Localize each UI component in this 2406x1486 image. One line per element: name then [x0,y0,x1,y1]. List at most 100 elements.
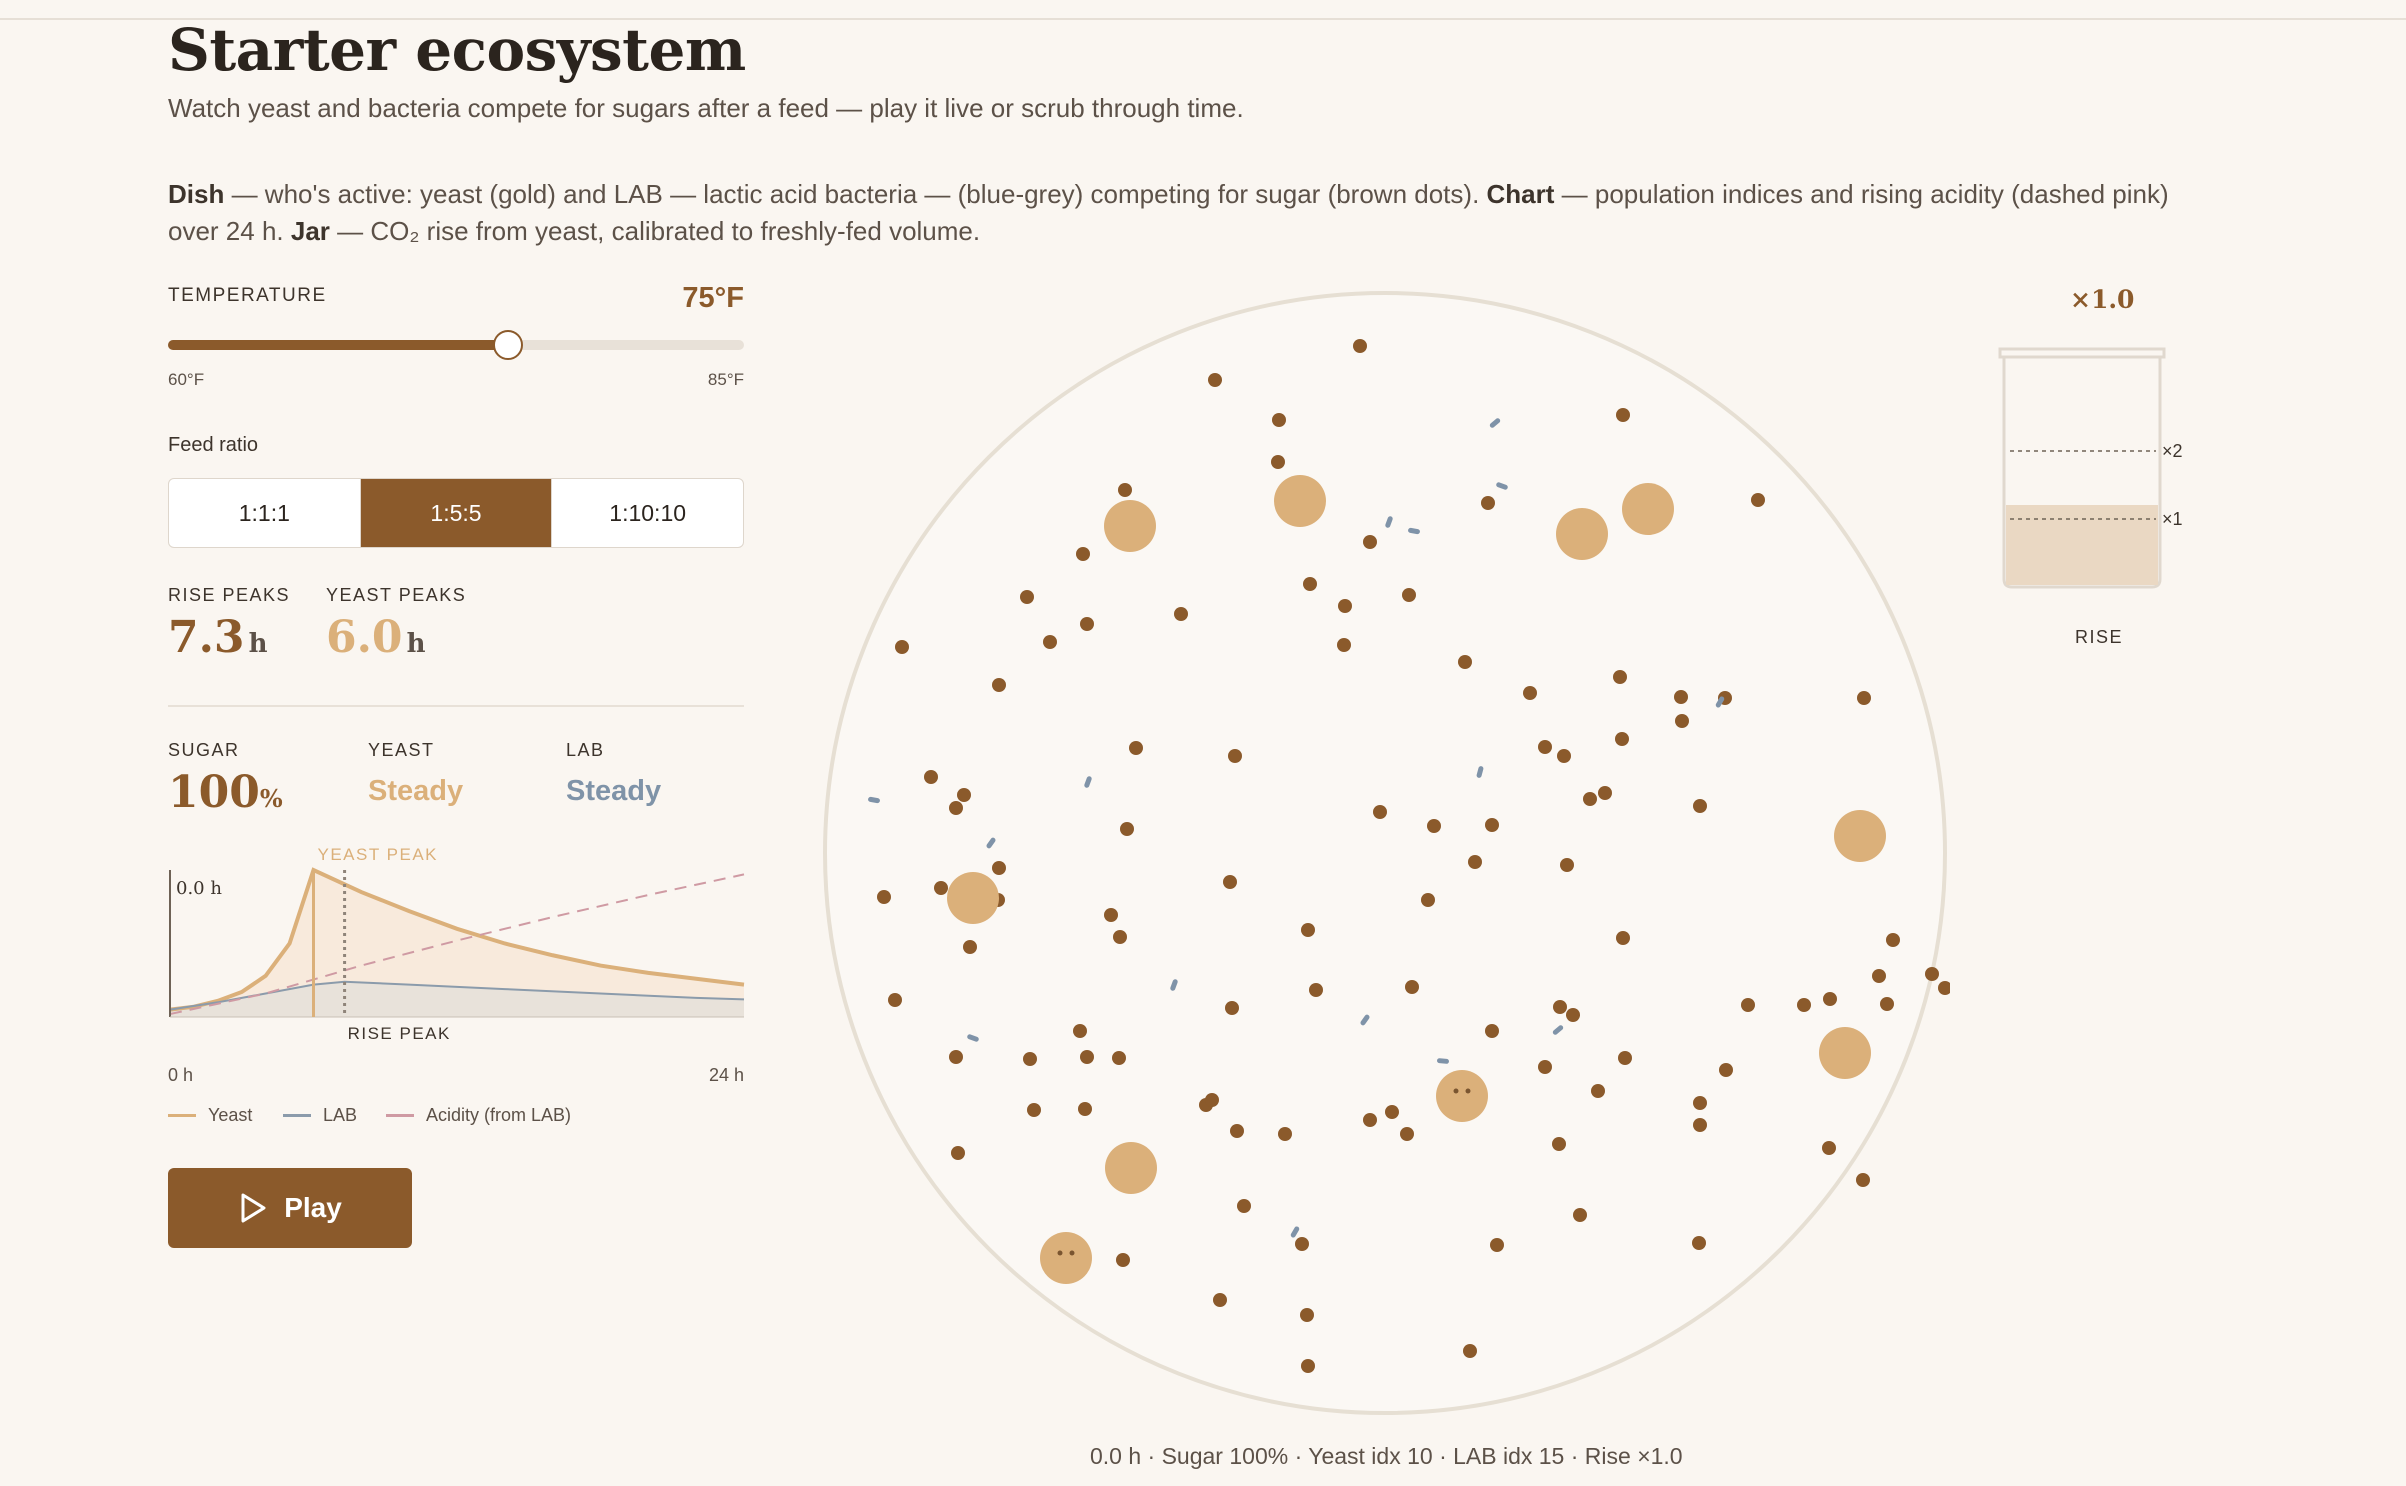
sugar-particle [1271,455,1285,469]
temperature-max-label: 85°F [707,370,744,389]
lab-cell [1170,979,1178,991]
sugar-particle [1613,670,1627,684]
sugar-particle [1880,997,1894,1011]
sugar-particle [1427,819,1441,833]
sugar-particle [1797,998,1811,1012]
sugar-unit: % [259,784,283,813]
dish-term: Dish [168,179,225,209]
lab-label: LAB [566,740,605,760]
sugar-particle [1573,1208,1587,1222]
sugar-particle [1481,496,1495,510]
dish-description: — who's active: yeast (gold) and LAB — l… [224,179,1487,209]
sugar-particle [1925,967,1939,981]
lab-status: Steady [566,775,662,807]
sugar-particle [1363,535,1377,549]
jar-mark-x2: ×2 [2162,441,2183,461]
petri-dish [823,291,1950,1415]
sugar-particle [1363,1113,1377,1127]
sugar-particle [1118,483,1132,497]
sugar-particle [1020,590,1034,604]
sugar-particle [1490,1238,1504,1252]
yeast-peak-value-row: 6.0 h [326,612,466,663]
page-title: Starter ecosystem [168,16,746,84]
lab-cell [1489,418,1501,428]
sugar-particle [1751,493,1765,507]
sugar-stat: SUGAR 100% [168,740,283,818]
yeast-cell-eye [1069,1250,1075,1256]
sugar-particle [1078,1102,1092,1116]
yeast-status: Steady [368,775,464,807]
rise-jar: ×1.0 ×2 ×1 RISE [1990,285,2210,665]
chart-x-start-label: 0 h [168,1065,194,1085]
sugar-particle [1225,1001,1239,1015]
sugar-particle [1566,1008,1580,1022]
jar-description: — CO₂ rise from yeast, calibrated to fre… [329,216,981,246]
sugar-particle [1523,686,1537,700]
yeast-cell [1819,1027,1871,1079]
jar-mark-x1: ×1 [2162,509,2183,529]
jar-term: Jar [290,216,330,246]
yeast-cell-eye [1453,1088,1459,1094]
sugar-particle [1692,1236,1706,1250]
sugar-particle [1618,1051,1632,1065]
yeast-cell [1556,508,1608,560]
yeast-cell [1105,1142,1157,1194]
chart-term: Chart [1486,179,1555,209]
sugar-particle [1552,1137,1566,1151]
sugar-particle [1073,1024,1087,1038]
lab-cell [986,837,996,849]
lab-cell [1408,527,1420,535]
sugar-particle [1468,855,1482,869]
lab-cell [1437,1058,1449,1064]
sugar-particle [1023,1052,1037,1066]
yeast-cell-eye [1057,1250,1063,1256]
legend-lab-label: LAB [323,1105,358,1125]
status-line: 0.0 h · Sugar 100% · Yeast idx 10 · LAB … [1090,1443,1683,1469]
sugar-particle [1674,690,1688,704]
feed-ratio-option-1-10-10[interactable]: 1:10:10 [551,479,743,547]
feed-ratio-selector: 1:1:1 1:5:5 1:10:10 [168,478,744,548]
chart-x-end-label: 24 h [708,1065,744,1085]
temperature-value: 75°F [682,282,744,314]
feed-ratio-option-1-1-1[interactable]: 1:1:1 [238,499,290,526]
rise-label: RISE [2075,627,2124,647]
sugar-particle [1693,1118,1707,1132]
yeast-peak-label: YEAST PEAKS [326,585,467,605]
sugar-particle [949,1050,963,1064]
sugar-particle [888,993,902,1007]
play-button[interactable]: Play [168,1168,412,1248]
sugar-particle [1583,792,1597,806]
legend-lab: LAB [283,1105,357,1126]
sugar-particle [992,861,1006,875]
lab-cell [967,1034,979,1042]
temperature-slider-handle[interactable] [493,330,524,360]
sugar-particle [1223,875,1237,889]
sugar-particle [992,678,1006,692]
temperature-slider[interactable] [168,330,744,360]
sugar-particle [1421,893,1435,907]
yeast-stat: YEAST Steady [368,740,463,808]
sugar-particle [1353,339,1367,353]
yeast-cell [1104,500,1156,552]
sugar-particle [1822,1141,1836,1155]
lab-cell [1715,696,1725,708]
yeast-cell [1436,1070,1488,1122]
section-divider [168,705,744,707]
lab-cell [1084,776,1092,788]
sugar-particle [951,1146,965,1160]
sugar-value-row: 100% [168,767,283,818]
sugar-particle [1309,983,1323,997]
population-chart[interactable]: YEAST PEAK RISE PEAK 0.0 h [168,845,748,1045]
sugar-particle [1300,1308,1314,1322]
feed-ratio-option-1-5-5[interactable]: 1:5:5 [359,479,552,547]
sugar-particle [1301,1359,1315,1373]
sugar-particle [1112,1051,1126,1065]
play-label: Play [284,1192,342,1223]
legend-yeast-label: Yeast [208,1105,253,1125]
sugar-particle [1402,588,1416,602]
lab-cell [1290,1226,1300,1238]
yeast-cell [1040,1232,1092,1284]
legend-lab-swatch [283,1114,311,1117]
rise-peak-label: RISE PEAK [348,1024,451,1043]
lab-cell [1476,766,1484,778]
